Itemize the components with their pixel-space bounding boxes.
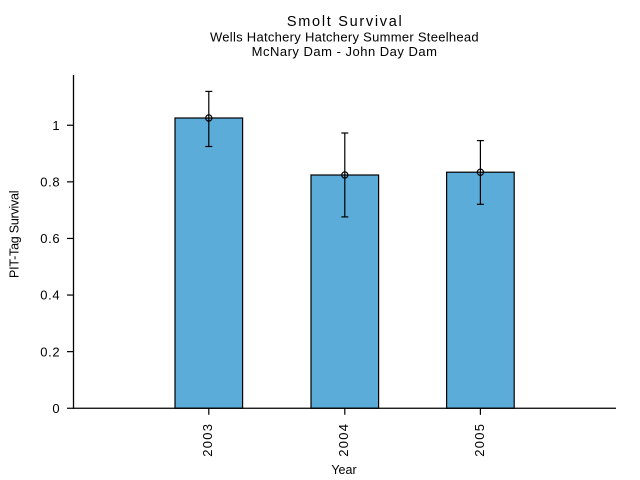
svg-text:0.2: 0.2 xyxy=(40,344,59,359)
svg-text:0.4: 0.4 xyxy=(40,288,59,303)
svg-text:1: 1 xyxy=(52,118,59,133)
svg-text:0.6: 0.6 xyxy=(40,231,59,246)
svg-text:PIT-Tag Survival: PIT-Tag Survival xyxy=(8,190,22,278)
svg-text:0.8: 0.8 xyxy=(40,175,59,190)
svg-text:2003: 2003 xyxy=(200,424,215,457)
svg-text:2005: 2005 xyxy=(472,424,487,457)
svg-text:Smolt Survival: Smolt Survival xyxy=(287,14,402,30)
svg-text:2004: 2004 xyxy=(336,424,351,457)
svg-text:Year: Year xyxy=(331,463,356,477)
svg-text:McNary Dam - John Day Dam: McNary Dam - John Day Dam xyxy=(252,44,437,59)
svg-text:Wells Hatchery Hatchery Summer: Wells Hatchery Hatchery Summer Steelhead xyxy=(210,29,479,44)
svg-text:0: 0 xyxy=(52,401,59,416)
